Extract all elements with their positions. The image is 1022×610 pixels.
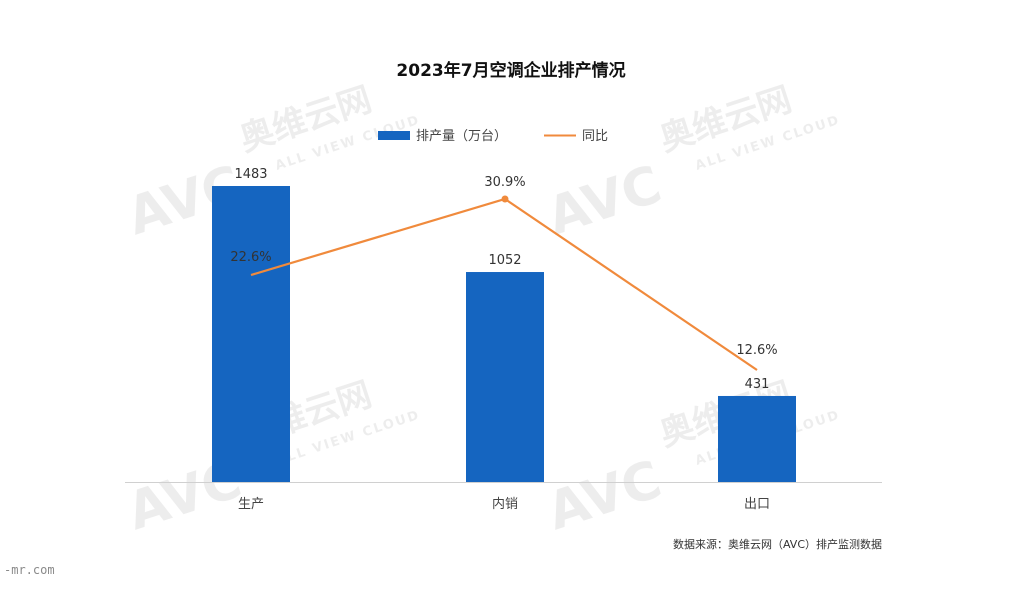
legend-line-label: 同比 bbox=[582, 129, 608, 144]
legend-bar-label: 排产量（万台） bbox=[416, 129, 507, 144]
line-series bbox=[250, 195, 758, 371]
bar-value-labels: 1483 1052 431 bbox=[234, 167, 769, 392]
x-axis-tick-labels: 生产 内销 出口 bbox=[238, 496, 770, 512]
line-point-1 bbox=[501, 195, 509, 203]
bar-value-label-0: 1483 bbox=[234, 167, 267, 182]
line-value-labels: 22.6% 30.9% 12.6% bbox=[230, 175, 777, 358]
legend-item-line[interactable]: 同比 bbox=[544, 129, 608, 144]
x-tick-label-2: 出口 bbox=[744, 497, 770, 512]
bar-value-label-1: 1052 bbox=[488, 253, 521, 268]
line-value-label-0: 22.6% bbox=[230, 250, 271, 265]
bar-series bbox=[212, 186, 796, 482]
legend-bar-swatch bbox=[378, 131, 410, 140]
bar-value-label-2: 431 bbox=[745, 377, 770, 392]
line-value-label-2: 12.6% bbox=[736, 343, 777, 358]
watermark-logo: AVC bbox=[540, 155, 668, 248]
bar-2 bbox=[718, 395, 796, 482]
bar-0 bbox=[212, 186, 290, 482]
bar-1 bbox=[466, 272, 544, 482]
watermark-logo: AVC bbox=[540, 450, 668, 543]
x-tick-label-0: 生产 bbox=[238, 497, 264, 512]
legend-item-bar[interactable]: 排产量（万台） bbox=[378, 129, 507, 144]
line-value-label-1: 30.9% bbox=[484, 175, 525, 190]
x-tick-label-1: 内销 bbox=[492, 496, 518, 512]
corner-url-text: -mr.com bbox=[4, 563, 55, 577]
source-note: 数据来源：奥维云网（AVC）排产监测数据 bbox=[673, 537, 882, 551]
chart-title: 2023年7月空调企业排产情况 bbox=[396, 60, 625, 81]
legend: 排产量（万台） 同比 bbox=[378, 129, 608, 144]
